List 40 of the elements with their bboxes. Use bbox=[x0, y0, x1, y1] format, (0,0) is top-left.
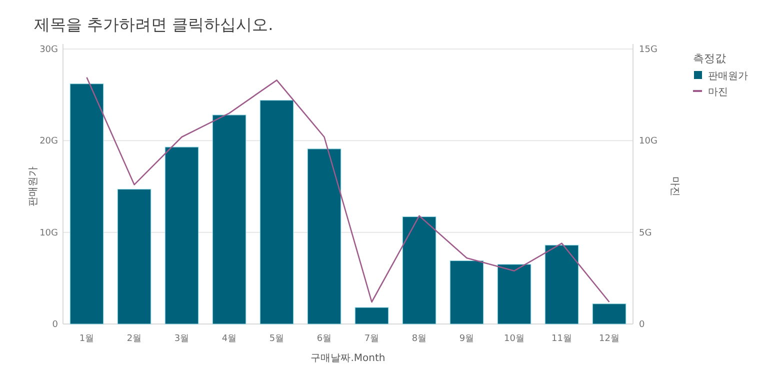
bar bbox=[307, 148, 342, 324]
y-tick-label: 30G bbox=[40, 45, 58, 55]
y-axis-title: 판매원가 bbox=[28, 166, 39, 206]
bar bbox=[497, 264, 532, 324]
bar bbox=[592, 304, 626, 324]
x-tick-label: 5월 bbox=[269, 334, 284, 344]
x-tick-label: 3월 bbox=[174, 334, 190, 344]
bar bbox=[70, 84, 104, 324]
y-tick-label: 20G bbox=[40, 136, 58, 147]
x-axis-title: 구매날짜.Month bbox=[310, 353, 386, 364]
x-tick-label: 12월 bbox=[599, 334, 620, 344]
x-tick-label: 8월 bbox=[412, 334, 427, 344]
y2-tick-label: 10G bbox=[639, 136, 658, 147]
y2-tick-label: 5G bbox=[639, 228, 652, 238]
bar bbox=[544, 244, 579, 324]
x-tick-label: 1월 bbox=[79, 334, 94, 344]
x-tick-label: 6월 bbox=[316, 334, 332, 344]
x-tick-label: 10월 bbox=[504, 334, 524, 344]
x-tick-label: 11월 bbox=[552, 334, 572, 344]
x-tick-label: 7월 bbox=[364, 334, 380, 344]
bar bbox=[212, 114, 246, 324]
y-tick-label: 10G bbox=[40, 228, 58, 238]
legend-label: 판매원가 bbox=[708, 71, 748, 82]
x-tick-label: 2월 bbox=[126, 334, 142, 344]
y2-tick-label: 0 bbox=[639, 320, 645, 330]
y-tick-label: 0 bbox=[52, 320, 58, 330]
bar bbox=[164, 146, 199, 324]
bar bbox=[117, 188, 152, 324]
bar bbox=[450, 260, 484, 324]
bar bbox=[260, 100, 294, 324]
y2-tick-label: 15G bbox=[639, 45, 658, 55]
x-tick-label: 9월 bbox=[459, 334, 474, 344]
y2-axis-title: 마진 bbox=[669, 176, 680, 196]
line-series bbox=[86, 76, 610, 303]
bar bbox=[402, 216, 436, 324]
legend-title: 측정값 bbox=[693, 52, 726, 65]
chart-title: 제목을 추가하려면 클릭하십시오. bbox=[34, 15, 274, 34]
bar bbox=[354, 307, 389, 324]
legend-label: 마진 bbox=[708, 87, 728, 98]
x-tick-label: 4월 bbox=[222, 334, 237, 344]
